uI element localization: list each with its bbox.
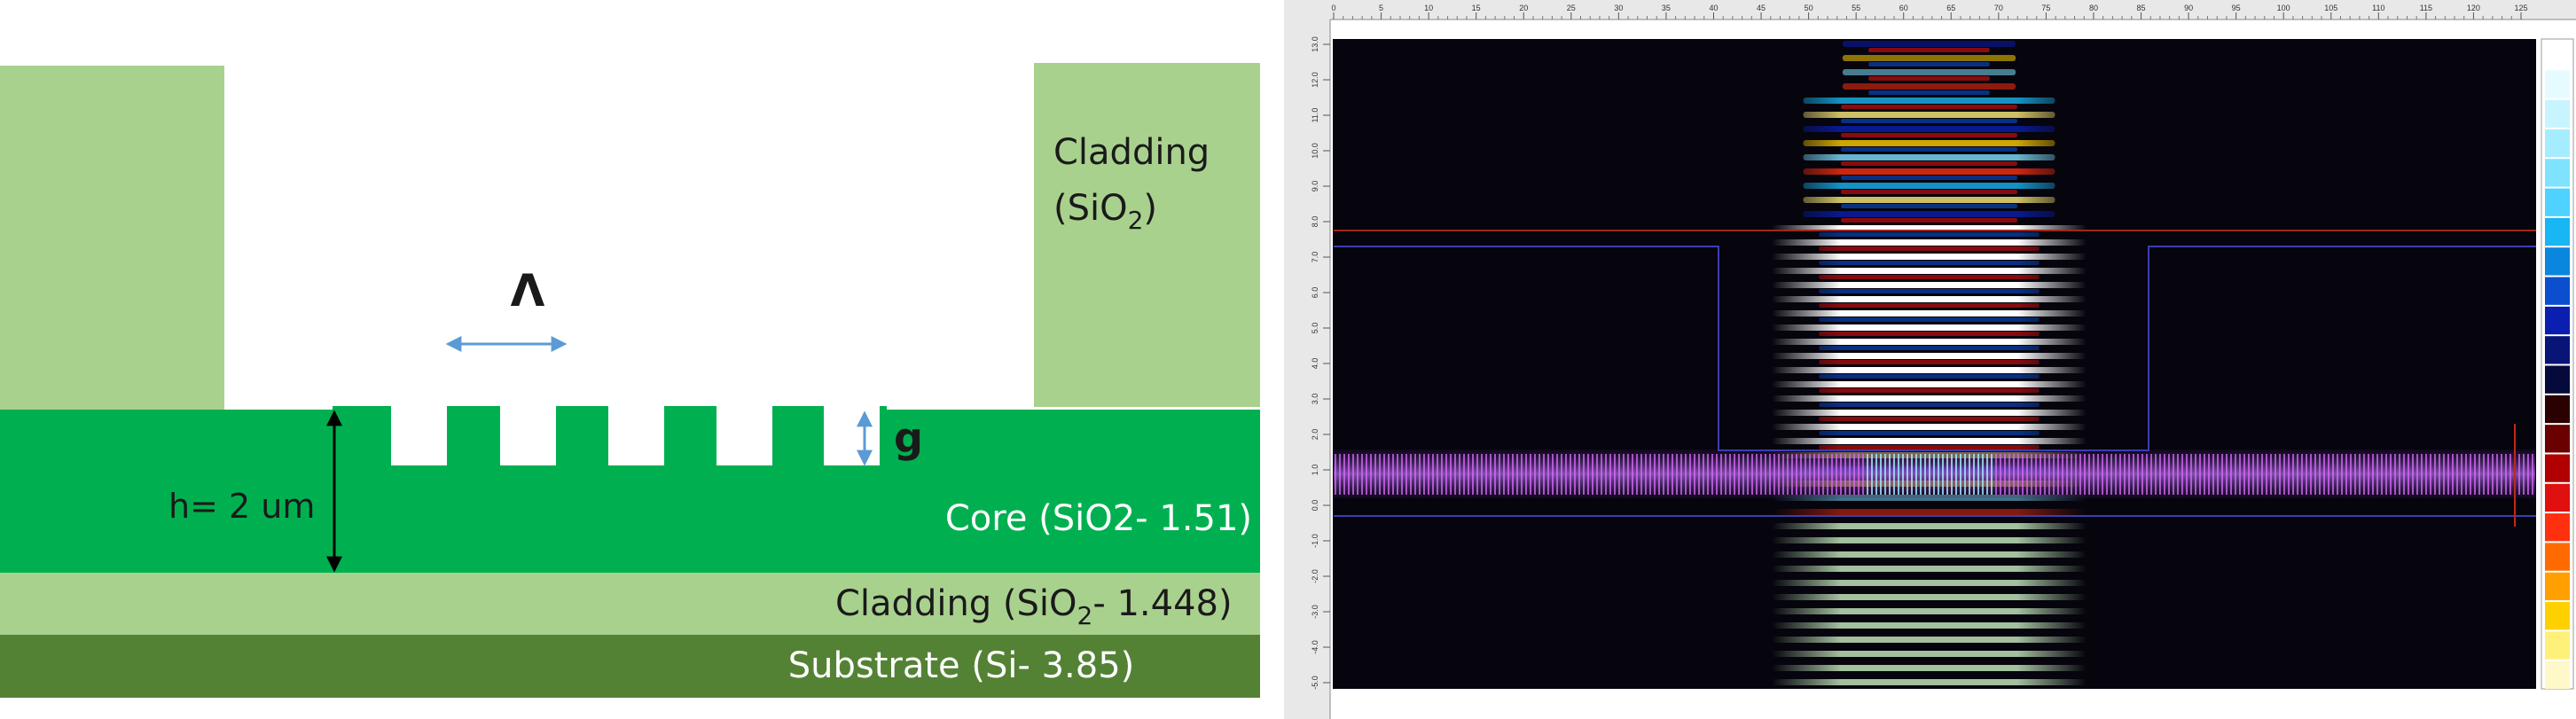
y-tick-label: 1.0 bbox=[1311, 465, 1319, 476]
y-tick-label: 3.0 bbox=[1311, 394, 1319, 405]
x-axis-ticks: 0 5 10 15 20 25 30 35 40 45 50 55 60 65 70 75 80 85 90 95 10… bbox=[1331, 4, 2528, 20]
y-tick-label: -3.0 bbox=[1311, 605, 1319, 619]
colorbar-swatch bbox=[2545, 513, 2570, 542]
y-tick-label: 6.0 bbox=[1311, 287, 1319, 299]
x-tick-label: 50 bbox=[1805, 4, 1813, 12]
x-tick-label: 75 bbox=[2041, 4, 2050, 12]
y-axis-ticks: 13.0 12.0 11.0 10.0 9.0 8.0 7.0 6.0 5.0 4.0 3.0 2.0… bbox=[1311, 36, 1330, 690]
beam-edge-fade bbox=[1772, 39, 2087, 689]
colorbar-swatch bbox=[2545, 425, 2570, 453]
grating-teeth bbox=[333, 406, 500, 415]
x-tick-label: 80 bbox=[2089, 4, 2098, 12]
x-tick-label: 20 bbox=[1519, 4, 1528, 12]
x-tick-label: 85 bbox=[2137, 4, 2146, 12]
upper-cladding-right-block bbox=[1034, 63, 1260, 407]
y-tick-label: 0.0 bbox=[1311, 500, 1319, 512]
x-tick-label: 35 bbox=[1662, 4, 1671, 12]
colorbar-swatch bbox=[2545, 41, 2570, 69]
x-tick-label: 120 bbox=[2467, 4, 2480, 12]
simulation-field-plot: 0 5 10 15 20 25 30 35 40 45 50 55 60 65 70 75 80 85 90 95 10… bbox=[1284, 0, 2576, 719]
x-tick-label: 45 bbox=[1757, 4, 1766, 12]
colorbar-swatch bbox=[2545, 336, 2570, 364]
x-tick-label: 15 bbox=[1472, 4, 1481, 12]
y-tick-label: 11.0 bbox=[1311, 108, 1319, 123]
colorbar-swatch bbox=[2545, 99, 2570, 128]
colorbar-swatch bbox=[2545, 602, 2570, 630]
y-tick-label: 7.0 bbox=[1311, 252, 1319, 263]
lower-cladding-layer bbox=[0, 573, 1260, 635]
x-tick-label: 10 bbox=[1424, 4, 1433, 12]
grating-grooves bbox=[391, 410, 880, 465]
guided-mode-stripes bbox=[1335, 454, 2533, 495]
x-tick-label: 125 bbox=[2514, 4, 2527, 12]
y-tick-label: 8.0 bbox=[1311, 216, 1319, 228]
colorbar-swatch bbox=[2545, 277, 2570, 305]
y-tick-label: -1.0 bbox=[1311, 534, 1319, 548]
y-tick-label: 13.0 bbox=[1311, 36, 1319, 52]
height-label: h= 2 um bbox=[168, 487, 315, 526]
colorbar-swatch bbox=[2545, 188, 2570, 216]
x-tick-label: 30 bbox=[1614, 4, 1623, 12]
colorbar bbox=[2541, 38, 2574, 690]
grating-waveguide-schematic: Λ g h= 2 um Cladding (SiO2) Core (SiO2- … bbox=[0, 63, 1260, 698]
x-tick-label: 95 bbox=[2232, 4, 2241, 12]
upper-cladding-left-block bbox=[0, 66, 224, 410]
y-tick-label: 4.0 bbox=[1311, 358, 1319, 370]
colorbar-swatch bbox=[2545, 247, 2570, 276]
period-symbol: Λ bbox=[511, 265, 545, 317]
colorbar-swatch bbox=[2545, 572, 2570, 601]
y-tick-label: -5.0 bbox=[1311, 676, 1319, 690]
colorbar-swatch bbox=[2545, 395, 2570, 424]
x-tick-label: 65 bbox=[1946, 4, 1955, 12]
colorbar-swatch bbox=[2545, 129, 2570, 158]
y-tick-label: 12.0 bbox=[1311, 72, 1319, 88]
x-tick-label: 5 bbox=[1379, 4, 1383, 12]
x-tick-label: 100 bbox=[2277, 4, 2290, 12]
y-tick-label: 5.0 bbox=[1311, 323, 1319, 334]
colorbar-swatch bbox=[2545, 660, 2570, 689]
y-tick-label: 9.0 bbox=[1311, 181, 1319, 192]
colorbar-swatch bbox=[2545, 483, 2570, 512]
ruler-left bbox=[1284, 0, 1330, 719]
colorbar-swatch bbox=[2545, 306, 2570, 335]
x-tick-label: 110 bbox=[2372, 4, 2384, 12]
y-tick-label: 10.0 bbox=[1311, 143, 1319, 159]
x-tick-label: 60 bbox=[1899, 4, 1908, 12]
y-tick-label: -4.0 bbox=[1311, 640, 1319, 654]
x-tick-label: 115 bbox=[2420, 4, 2432, 12]
lower-cladding-label: Cladding (SiO2- 1.448) bbox=[835, 583, 1233, 630]
colorbar-swatch bbox=[2545, 631, 2570, 660]
colorbar-swatch bbox=[2545, 70, 2570, 98]
y-tick-label: -2.0 bbox=[1311, 569, 1319, 583]
x-tick-label: 40 bbox=[1709, 4, 1718, 12]
y-tick-label: 2.0 bbox=[1311, 429, 1319, 441]
x-tick-label: 55 bbox=[1852, 4, 1860, 12]
x-tick-label: 0 bbox=[1331, 4, 1335, 12]
x-tick-label: 105 bbox=[2324, 4, 2337, 12]
substrate-label: Substrate (Si- 3.85) bbox=[788, 645, 1135, 686]
ruler-top bbox=[1284, 0, 2576, 20]
colorbar-swatch bbox=[2545, 217, 2570, 246]
core-label: Core (SiO2- 1.51) bbox=[945, 498, 1252, 539]
x-tick-label: 90 bbox=[2184, 4, 2193, 12]
colorbar-swatch bbox=[2545, 365, 2570, 394]
substrate-layer bbox=[0, 635, 1260, 698]
gap-label: g bbox=[894, 414, 923, 462]
cladding-top-material: (SiO2) bbox=[1053, 188, 1157, 235]
colorbar-swatch bbox=[2545, 543, 2570, 571]
cladding-top-label: Cladding bbox=[1053, 132, 1210, 173]
x-tick-label: 70 bbox=[1994, 4, 2003, 12]
x-tick-label: 25 bbox=[1567, 4, 1576, 12]
structure-outline bbox=[1334, 246, 2536, 451]
colorbar-swatch bbox=[2545, 159, 2570, 187]
colorbar-swatch bbox=[2545, 454, 2570, 482]
